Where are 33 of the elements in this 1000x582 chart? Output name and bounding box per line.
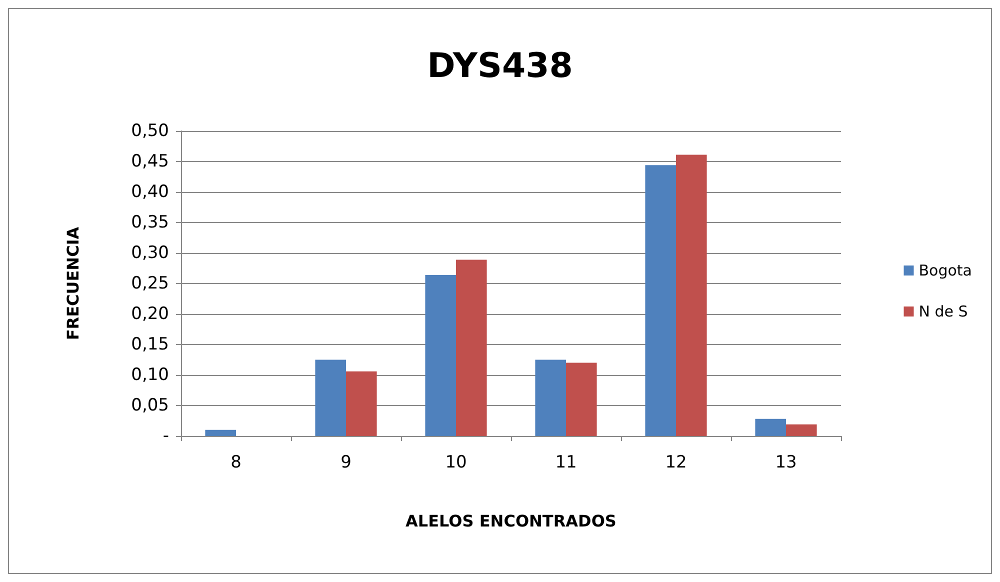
y-tick-label: 0,20	[131, 304, 169, 324]
bar	[346, 371, 377, 436]
y-tick-label: 0,40	[131, 182, 169, 202]
y-tick-label: -	[162, 426, 169, 446]
y-tick-label: 0,05	[131, 396, 169, 416]
legend-label: N de S	[918, 302, 968, 320]
y-tick-label: 0,50	[131, 121, 169, 141]
bar	[425, 274, 456, 436]
bar	[786, 424, 817, 436]
y-tick-label: 0,35	[131, 212, 169, 232]
x-tick-label: 10	[445, 452, 467, 472]
chart-title: DYS438	[427, 46, 573, 86]
bar	[566, 362, 597, 436]
y-tick-label: 0,15	[131, 334, 169, 354]
bar	[755, 418, 786, 436]
legend-label: Bogota	[918, 262, 972, 280]
bar	[315, 360, 346, 436]
y-tick-label: 0,45	[131, 152, 169, 172]
y-tick-label: 0,30	[131, 243, 169, 263]
y-tick-label: 0,25	[131, 274, 169, 294]
bar	[676, 154, 707, 436]
bar	[456, 260, 487, 436]
bar	[535, 360, 566, 436]
x-tick-label: 12	[665, 452, 687, 472]
x-tick-label: 8	[230, 452, 242, 472]
x-tick-label: 9	[340, 452, 352, 472]
x-axis-title: ALELOS ENCONTRADOS	[406, 512, 616, 530]
bar	[205, 430, 236, 436]
y-tick-label: 0,10	[131, 365, 169, 385]
x-tick-label: 11	[555, 452, 577, 472]
x-tick-label: 13	[775, 452, 797, 472]
y-axis-title: FRECUENCIA	[64, 226, 82, 340]
bar	[645, 165, 676, 436]
